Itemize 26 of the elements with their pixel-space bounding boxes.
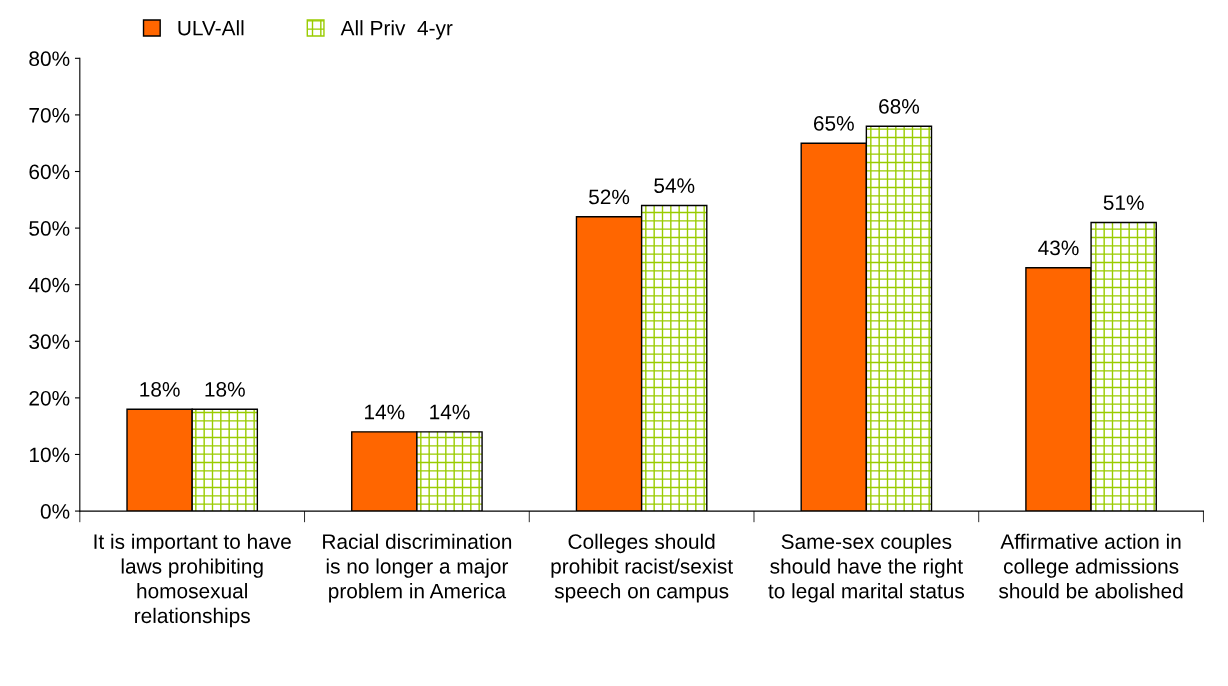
- data-label: 54%: [654, 178, 695, 194]
- data-label: 51%: [1103, 195, 1144, 210]
- data-label: 14%: [430, 404, 470, 420]
- legend-label: ULV-All: [178, 20, 244, 36]
- y-tick-label: 70%: [29, 107, 70, 123]
- y-tick-label: 50%: [29, 221, 70, 236]
- y-tick-label: 40%: [28, 277, 70, 293]
- data-label: 14%: [365, 404, 405, 420]
- data-label: 68%: [879, 99, 920, 114]
- y-tick-label: 80%: [29, 51, 70, 67]
- y-tick-label: 60%: [29, 164, 70, 180]
- data-label: 52%: [589, 189, 630, 205]
- x-tick-label: It is important to have laws prohibiting homosexual relationships: [94, 533, 291, 628]
- y-tick-label: 30%: [29, 334, 70, 350]
- data-label: 18%: [205, 382, 245, 397]
- data-label: 43%: [1038, 240, 1079, 256]
- data-label: 65%: [813, 116, 854, 131]
- y-tick-label: 10%: [29, 447, 70, 463]
- x-tick-label: Affirmative action in college admissions should be abolished: [999, 533, 1183, 599]
- x-tick-label: Colleges should prohibit racist/sexist speech on campus: [551, 533, 733, 603]
- y-tick-label: 0%: [40, 504, 70, 519]
- x-tick-label: Racial discrimination is no longer a major problem in America: [323, 533, 512, 603]
- x-tick-label: Same-sex couples should have the right to legal marital status: [768, 533, 965, 603]
- legend-label: All Priv 4-yr: [340, 20, 453, 40]
- y-tick-label: 20%: [29, 390, 70, 406]
- data-label: 18%: [140, 382, 180, 397]
